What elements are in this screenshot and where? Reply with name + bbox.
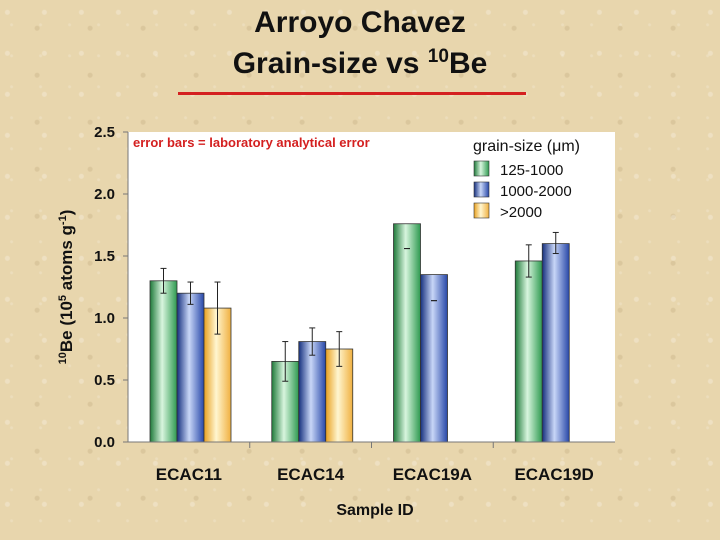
legend-entry: >2000 [500, 204, 542, 221]
y-tick-label: 2.5 [94, 124, 115, 141]
ylabel-sup-10: 10 [57, 352, 69, 364]
bar [176, 292, 205, 443]
legend: grain-size (μm) 125-1000 1000-2000 >2000 [473, 138, 580, 221]
chart-title-block: Arroyo Chavez Grain-size vs 10Be [0, 6, 720, 81]
bar [149, 280, 178, 443]
ylabel-close: ) [57, 210, 76, 216]
bar [420, 274, 448, 443]
y-axis-label: 10Be (105 atoms g-1) [57, 210, 76, 365]
legend-entry: 125-1000 [500, 162, 563, 179]
y-tick-label: 0.5 [94, 372, 115, 389]
bar [514, 260, 543, 443]
legend-title: grain-size (μm) [473, 138, 580, 155]
ylabel-sup-neg1: -1 [57, 215, 69, 225]
y-tick-label: 0.0 [94, 434, 115, 451]
chart-subtitle: Grain-size vs 10Be [0, 40, 720, 81]
annotation-text: error bars = laboratory analytical error [133, 135, 370, 150]
ylabel-sup-5: 5 [57, 295, 69, 301]
legend-entry: 1000-2000 [500, 183, 572, 200]
ylabel-be: Be (10 [57, 301, 76, 352]
x-tick-label: ECAC14 [277, 465, 345, 484]
subtitle-superscript: 10 [427, 46, 449, 67]
legend-swatch [473, 181, 490, 198]
bar [393, 223, 421, 443]
bar [541, 243, 570, 443]
x-tick-label: ECAC19A [393, 465, 472, 484]
y-tick-label: 2.0 [94, 186, 115, 203]
y-tick-label: 1.5 [94, 248, 115, 265]
legend-swatch [473, 160, 490, 177]
x-axis-label: Sample ID [336, 502, 413, 519]
x-tick-label: ECAC19D [514, 465, 593, 484]
subtitle-suffix: Be [448, 47, 488, 80]
chart-title: Arroyo Chavez [254, 6, 466, 39]
y-tick-label: 1.0 [94, 310, 115, 327]
ylabel-atoms: atoms g [57, 225, 76, 295]
legend-swatch [473, 202, 490, 219]
subtitle-prefix: Grain-size vs [232, 47, 428, 80]
title-underline [178, 92, 526, 95]
bar [298, 341, 327, 443]
x-tick-label: ECAC11 [156, 465, 222, 484]
